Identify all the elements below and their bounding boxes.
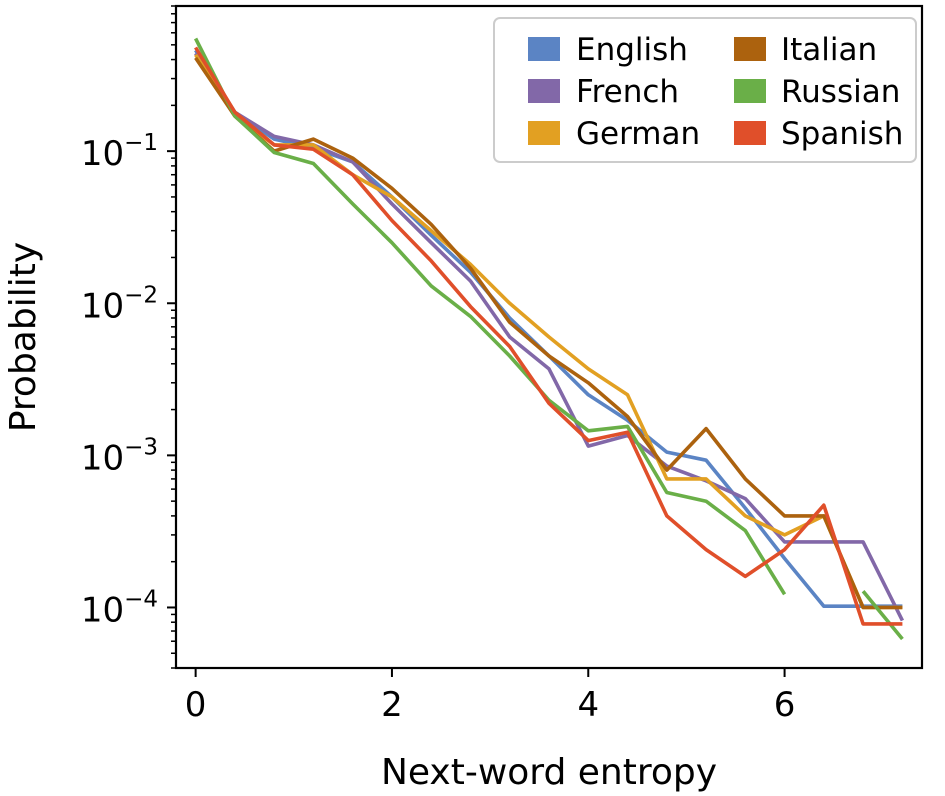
legend-label-english: English bbox=[576, 32, 688, 68]
legend-box bbox=[493, 17, 917, 163]
y-axis-label: Probability bbox=[3, 242, 44, 432]
series-line-russian bbox=[193, 37, 904, 641]
x-tick-label: 0 bbox=[185, 685, 207, 725]
series-line-german bbox=[194, 53, 903, 610]
legend: English French German Italian Russian Spanish bbox=[493, 17, 917, 163]
legend-label-german: German bbox=[576, 116, 700, 152]
legend-label-spanish: Spanish bbox=[781, 116, 903, 152]
x-axis-label: Next-word entropy bbox=[381, 752, 717, 793]
legend-label-italian: Italian bbox=[781, 32, 877, 68]
series-line-spanish bbox=[194, 46, 903, 626]
y-tick-label: 10−3 bbox=[81, 434, 158, 478]
legend-swatch-french bbox=[528, 79, 560, 103]
y-tick-label: 10−1 bbox=[81, 130, 158, 174]
legend-swatch-italian bbox=[734, 37, 766, 61]
legend-swatch-spanish bbox=[734, 121, 766, 145]
legend-swatch-russian bbox=[734, 79, 766, 103]
legend-label-russian: Russian bbox=[781, 74, 900, 110]
legend-label-french: French bbox=[576, 74, 679, 110]
x-tick-label: 2 bbox=[381, 685, 403, 725]
x-axis-ticks: 0 2 4 6 bbox=[185, 668, 796, 725]
x-tick-label: 4 bbox=[577, 685, 599, 725]
legend-swatch-english bbox=[528, 37, 560, 61]
series-line-italian bbox=[194, 56, 903, 610]
y-tick-label: 10−4 bbox=[81, 586, 158, 630]
y-axis-ticks: 10−1 10−2 10−3 10−4 bbox=[81, 5, 176, 669]
series-lines bbox=[193, 37, 905, 641]
y-tick-label: 10−2 bbox=[81, 282, 158, 326]
legend-swatch-german bbox=[528, 121, 560, 145]
x-tick-label: 6 bbox=[774, 685, 796, 725]
